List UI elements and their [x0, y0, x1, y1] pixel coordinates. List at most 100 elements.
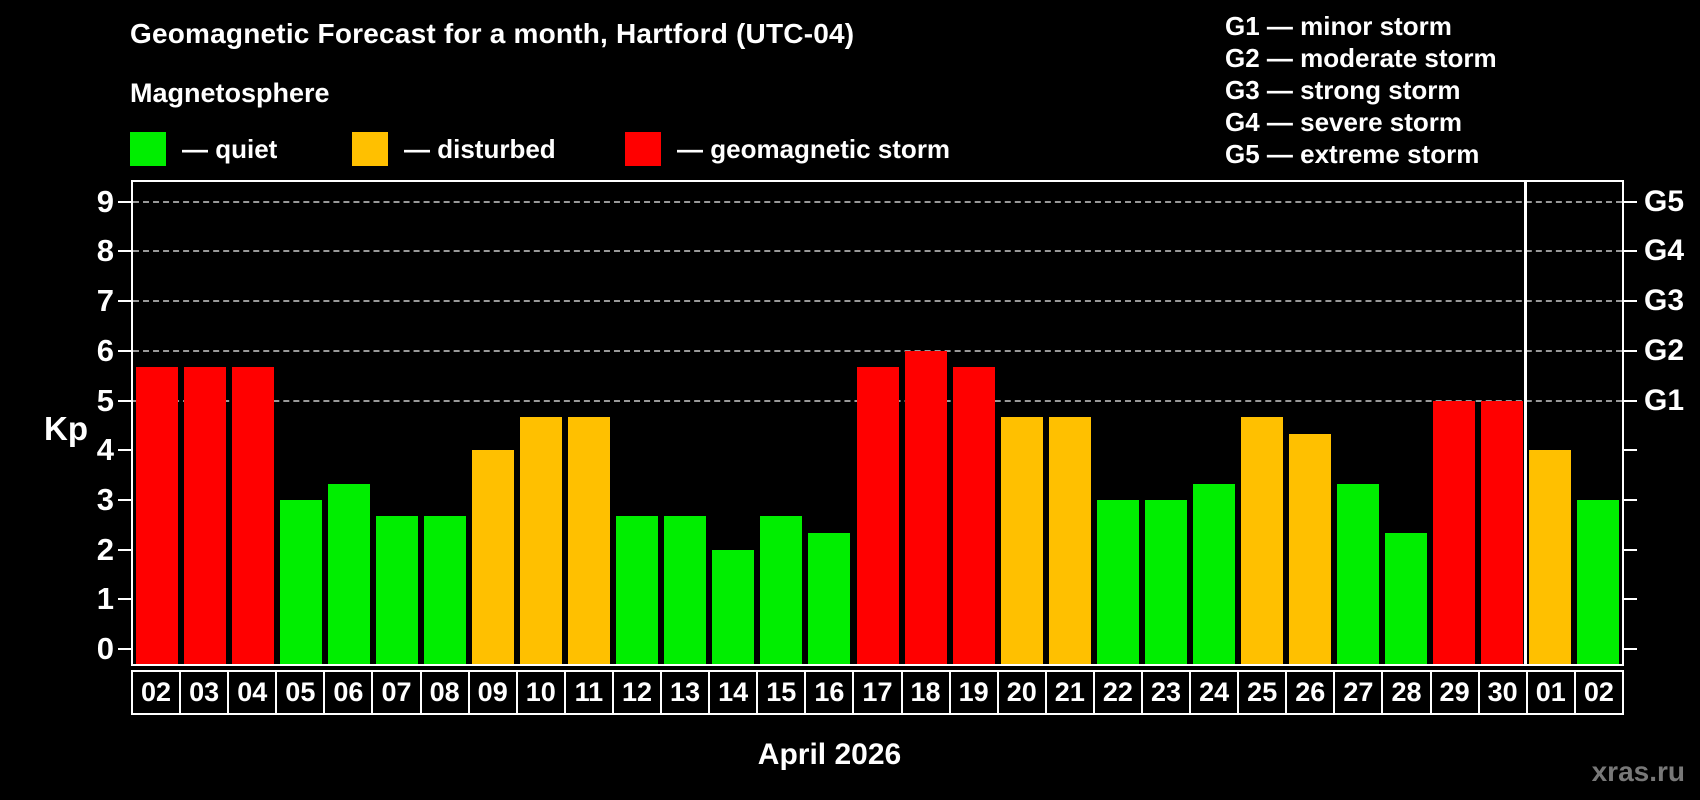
kp-bar-04	[232, 367, 275, 664]
date-label-apr-06: 06	[325, 672, 374, 713]
y-tick-label-7: 7	[96, 283, 114, 319]
plot-inner	[133, 182, 1622, 664]
kp-bar-15	[760, 516, 803, 664]
date-label-may-02: 02	[1583, 677, 1614, 707]
y-tick-label-8: 8	[96, 233, 114, 269]
y-tick-label-1: 1	[96, 581, 114, 617]
y-tick-label-4: 4	[96, 432, 114, 468]
legend-label-storm: — geomagnetic storm	[677, 133, 951, 164]
y-tick-3	[118, 498, 131, 501]
date-label-apr-17: 17	[854, 672, 903, 713]
date-label-apr-26: 26	[1287, 672, 1336, 713]
right-tick-4	[1624, 449, 1637, 452]
right-axis-label-G2: G2	[1644, 333, 1685, 367]
date-label-apr-25: 25	[1239, 672, 1288, 713]
date-label-apr-16: 16	[806, 672, 855, 713]
month-separator-line	[1524, 182, 1528, 664]
right-tick-9	[1624, 200, 1637, 203]
y-tick-1	[118, 598, 131, 601]
legend-item-storm: — geomagnetic storm	[625, 130, 950, 168]
date-label-apr-29: 29	[1432, 672, 1480, 713]
kp-bar-30	[1480, 400, 1523, 664]
kp-bar-24	[1192, 483, 1235, 664]
chart-title: Geomagnetic Forecast for a month, Hartfo…	[130, 18, 855, 49]
y-tick-0	[118, 648, 131, 650]
kp-bar-26	[1288, 433, 1331, 664]
kp-bar-10	[520, 416, 563, 664]
right-tick-3	[1624, 498, 1637, 501]
x-axis-title: April 2026	[757, 738, 902, 771]
legend-label-quiet: — quiet	[182, 133, 278, 164]
y-tick-8	[118, 250, 131, 253]
date-label-apr-14: 14	[710, 672, 759, 713]
date-label-apr-22: 22	[1095, 672, 1143, 713]
y-tick-label-9: 9	[96, 183, 114, 219]
plot-area	[131, 180, 1624, 666]
kp-bar-03	[184, 367, 227, 664]
gridline-kp-9	[133, 200, 1622, 203]
kp-bar-16	[808, 533, 851, 664]
right-tick-1	[1624, 598, 1637, 601]
watermark: xras.ru	[1591, 756, 1685, 787]
date-label-apr-11: 11	[566, 672, 614, 713]
date-label-apr-28: 28	[1383, 672, 1432, 713]
right-axis-label-G4: G4	[1644, 234, 1685, 268]
right-tick-5	[1624, 399, 1637, 402]
legend-swatch-quiet	[130, 132, 166, 166]
right-tick-7	[1624, 300, 1637, 303]
g-scale-line-1: G1 — minor storm	[1225, 11, 1452, 41]
y-tick-label-5: 5	[96, 382, 114, 418]
date-label-apr-27: 27	[1335, 672, 1384, 713]
right-axis-label-G3: G3	[1644, 284, 1685, 318]
date-label-apr-24: 24	[1191, 672, 1240, 713]
g-scale-legend: G1 — minor storm G2 — moderate storm G3 — …	[1225, 10, 1497, 170]
g-scale-line-3: G3 — strong storm	[1225, 75, 1461, 105]
date-label-apr-15: 15	[758, 672, 807, 713]
kp-bar-08	[424, 516, 467, 664]
y-tick-6	[118, 349, 131, 352]
date-label-apr-12: 12	[614, 672, 663, 713]
kp-bar-11	[568, 416, 611, 664]
kp-bar-23	[1144, 499, 1187, 664]
kp-bar-20	[1000, 416, 1043, 664]
right-tick-6	[1624, 349, 1637, 352]
g-scale-line-2: G2 — moderate storm	[1225, 43, 1497, 73]
y-tick-label-2: 2	[96, 531, 114, 567]
date-label-apr-23: 23	[1143, 672, 1192, 713]
date-label-apr-18: 18	[903, 672, 951, 713]
date-label-apr-07: 07	[373, 672, 422, 713]
gridline-kp-8	[133, 250, 1622, 253]
kp-bar-14	[712, 549, 755, 664]
right-tick-0	[1624, 648, 1637, 650]
kp-bar-09	[472, 450, 515, 664]
y-tick-7	[118, 300, 131, 303]
legend-item-quiet: — quiet	[130, 130, 277, 168]
chart-subtitle: Magnetosphere	[130, 78, 330, 108]
y-tick-5	[118, 399, 131, 402]
legend-item-disturbed: — disturbed	[352, 130, 556, 168]
date-label-apr-13: 13	[662, 672, 711, 713]
date-label-apr-19: 19	[951, 672, 999, 713]
y-tick-label-0: 0	[96, 631, 114, 666]
kp-bar-07	[376, 516, 419, 664]
kp-bar-01	[1528, 450, 1571, 664]
kp-bar-18	[904, 350, 947, 664]
gridline-kp-6	[133, 349, 1622, 352]
kp-bar-02	[136, 367, 179, 664]
date-labels-row: 02 03 04 05 06 07 08 09 10 11 12 13 14 15 16 17 18 19 20 21…	[131, 670, 1624, 715]
g-scale-line-5: G5 — extreme storm	[1225, 139, 1480, 169]
legend-label-disturbed: — disturbed	[404, 133, 556, 164]
date-label-apr-20: 20	[999, 672, 1047, 713]
kp-bar-25	[1240, 416, 1283, 664]
right-tick-8	[1624, 250, 1637, 253]
kp-bar-21	[1048, 416, 1091, 664]
kp-bar-17	[856, 367, 899, 664]
right-tick-2	[1624, 548, 1637, 551]
kp-bar-02	[1576, 499, 1619, 664]
y-tick-4	[118, 449, 131, 452]
date-label-apr-04: 04	[229, 672, 278, 713]
legend-swatch-storm	[625, 132, 661, 166]
legend-swatch-disturbed	[352, 132, 388, 166]
gridline-kp-7	[133, 300, 1622, 303]
